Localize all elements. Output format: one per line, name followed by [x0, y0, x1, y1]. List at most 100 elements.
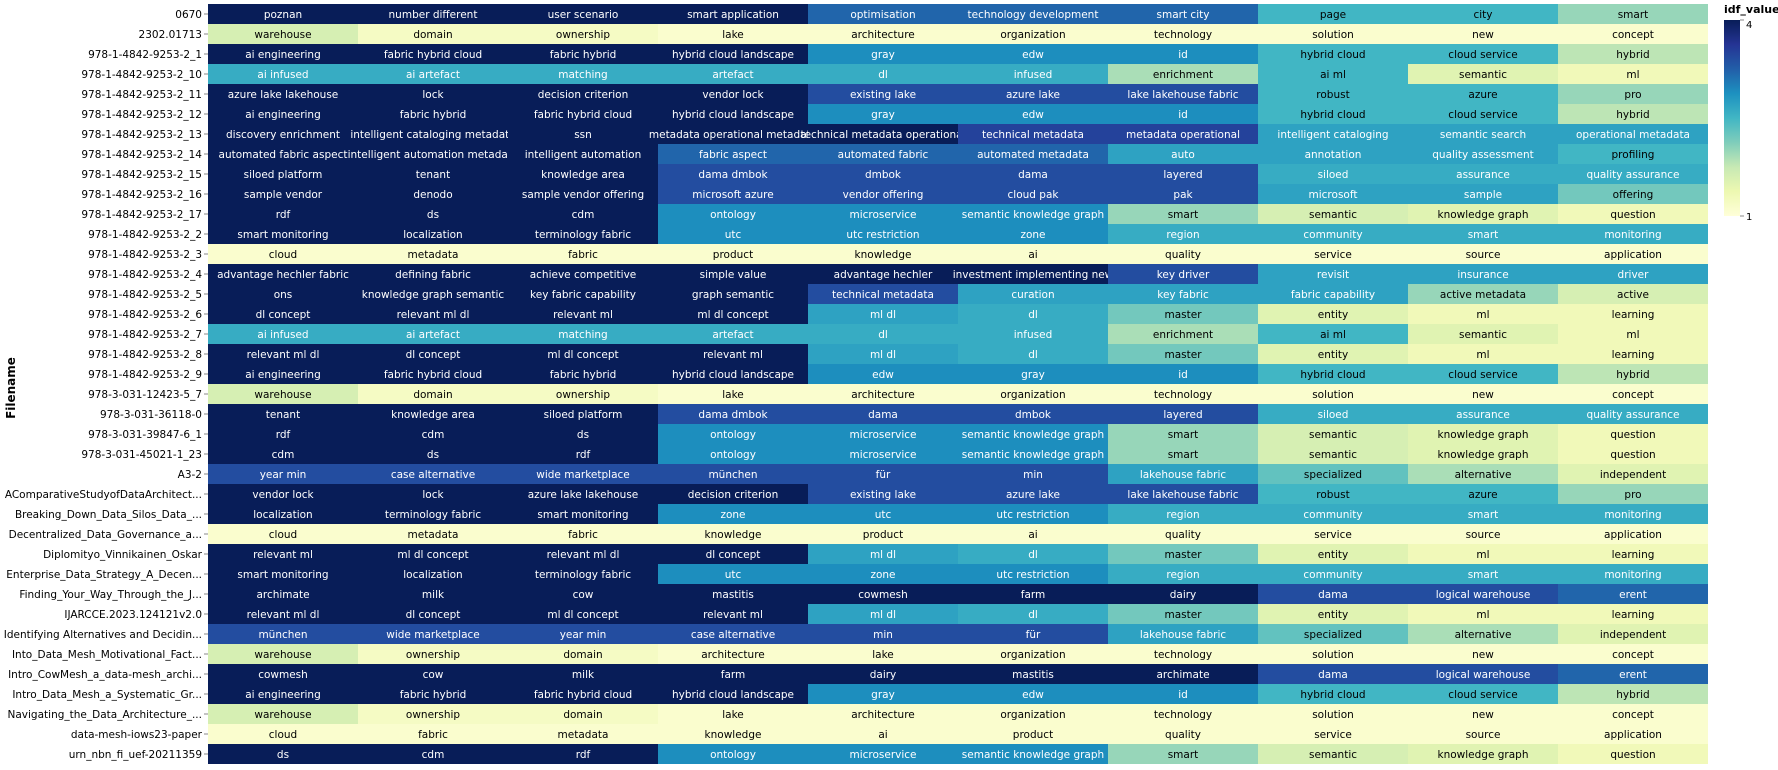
heatmap-cell-label: curation — [1011, 289, 1054, 301]
legend-tick-label: 1 — [1746, 212, 1752, 223]
heatmap-cell-label: rdf — [576, 449, 591, 461]
heatmap-cell — [358, 664, 508, 684]
heatmap-cell-label: year min — [560, 629, 607, 641]
heatmap-cell-label: ontology — [710, 429, 756, 441]
heatmap-cell — [1408, 324, 1558, 344]
heatmap-cell — [1108, 224, 1258, 244]
heatmap-cell-label: cdm — [572, 209, 595, 221]
heatmap-cell-label: case alternative — [391, 469, 475, 481]
heatmap-cell — [958, 524, 1108, 544]
heatmap-cell-label: source — [1466, 529, 1501, 541]
heatmap-cell-label: organization — [1000, 29, 1065, 41]
heatmap-cell — [1108, 544, 1258, 564]
heatmap-cell-label: cloud service — [1448, 49, 1517, 61]
heatmap-cell-label: relevant ml — [553, 309, 613, 321]
heatmap-cell — [658, 224, 808, 244]
heatmap-cell — [358, 604, 508, 624]
heatmap-row: cloud metadata fabric knowledge product ai qua… — [208, 524, 1708, 544]
heatmap-cell — [1558, 344, 1708, 364]
heatmap-cell-label: ai infused — [257, 69, 308, 81]
heatmap-cell — [808, 604, 958, 624]
y-tick-label: Diplomityo_Vinnikainen_Oskar — [43, 549, 203, 561]
heatmap-cell — [508, 584, 658, 604]
heatmap-cell — [658, 444, 808, 464]
heatmap-cell-label: mastitis — [712, 589, 754, 601]
heatmap-cell — [658, 124, 808, 144]
heatmap-cell — [358, 564, 508, 584]
heatmap-row: ds cdm rdf ontology microservice semantic kno… — [208, 744, 1708, 764]
heatmap-cell — [808, 664, 958, 684]
heatmap-cell-label: fabric hybrid — [400, 689, 467, 701]
heatmap-cell-label: id — [1178, 109, 1188, 121]
heatmap-cell-label: region — [1166, 569, 1199, 581]
y-tick-label: Identifying Alternatives and Decidin... — [4, 629, 202, 641]
heatmap-cell-label: smart — [1618, 9, 1649, 21]
heatmap-cell-label: decision criterion — [538, 89, 629, 101]
heatmap-cell-label: vendor offering — [843, 189, 924, 201]
heatmap-cell — [208, 284, 358, 304]
heatmap-cell — [1558, 204, 1708, 224]
heatmap-cell-label: ownership — [556, 29, 610, 41]
legend-ticks: 14 — [1740, 19, 1752, 223]
heatmap-cell — [958, 484, 1108, 504]
heatmap-row: year min case alternative wide marketplace… — [208, 464, 1708, 484]
heatmap-cell-label: assurance — [1456, 409, 1510, 421]
heatmap-cell — [1108, 604, 1258, 624]
heatmap-cell — [958, 144, 1108, 164]
heatmap-cell — [1558, 104, 1708, 124]
heatmap-cell-label: question — [1610, 749, 1655, 761]
heatmap-cell — [1258, 684, 1408, 704]
heatmap-cell-label: farm — [721, 669, 746, 681]
heatmap-cell — [1408, 444, 1558, 464]
heatmap-cell-label: azure lake — [1006, 89, 1060, 101]
heatmap-cell — [658, 744, 808, 764]
heatmap-cell — [1108, 464, 1258, 484]
heatmap-cell — [658, 264, 808, 284]
heatmap-row: sample vendor denodo sample vendor offerin… — [208, 184, 1708, 204]
heatmap-cell-label: metadata — [408, 249, 459, 261]
y-tick-label: 978-1-4842-9253-2_13 — [81, 129, 202, 141]
heatmap-cell — [358, 644, 508, 664]
heatmap-cell — [358, 44, 508, 64]
heatmap-cell-label: cdm — [272, 449, 295, 461]
y-tick-label: 978-1-4842-9253-2_17 — [81, 209, 202, 221]
heatmap-cell — [1108, 164, 1258, 184]
heatmap-cell-label: id — [1178, 369, 1188, 381]
legend-tick-label: 4 — [1746, 20, 1752, 31]
heatmap-cell-label: ownership — [406, 649, 460, 661]
heatmap-cell — [658, 544, 808, 564]
heatmap-cell — [658, 304, 808, 324]
heatmap-cell-label: semantic knowledge graph — [962, 429, 1104, 441]
heatmap-cell — [1408, 404, 1558, 424]
heatmap-cell — [1108, 204, 1258, 224]
heatmap-cell — [1258, 544, 1408, 564]
heatmap-cell-label: dama — [868, 409, 898, 421]
heatmap-cell — [1558, 584, 1708, 604]
heatmap-cell-label: sample — [1464, 189, 1502, 201]
heatmap-cell-label: matching — [558, 329, 607, 341]
heatmap-cell-label: case alternative — [691, 629, 775, 641]
heatmap-cell-label: entity — [1318, 349, 1348, 361]
heatmap-row: rdf cdm ds ontology microservice semantic kno… — [208, 424, 1708, 444]
heatmap-cell-label: ml — [1476, 309, 1489, 321]
heatmap-cell — [958, 704, 1108, 724]
heatmap-cell-label: smart — [1168, 209, 1199, 221]
heatmap-cell — [658, 204, 808, 224]
heatmap-cell-label: semantic knowledge graph — [962, 209, 1104, 221]
heatmap-cell — [658, 384, 808, 404]
heatmap-cell — [508, 404, 658, 424]
heatmap-row: archimate milk cow mastitis cowmesh farm dairy… — [208, 584, 1708, 604]
heatmap-cell — [1408, 4, 1558, 24]
heatmap-cell-label: organization — [1000, 389, 1065, 401]
legend-title: idf_value — [1724, 3, 1778, 16]
heatmap-cell — [508, 304, 658, 324]
heatmap-cell-label: warehouse — [254, 29, 311, 41]
heatmap-cell-label: key fabric — [1157, 289, 1209, 301]
heatmap-cell-label: domain — [413, 29, 452, 41]
heatmap-cell — [808, 724, 958, 744]
heatmap-cell — [1408, 704, 1558, 724]
heatmap-cell — [1108, 304, 1258, 324]
heatmap-cell — [808, 164, 958, 184]
y-tick-label: 978-1-4842-9253-2_6 — [88, 309, 202, 321]
